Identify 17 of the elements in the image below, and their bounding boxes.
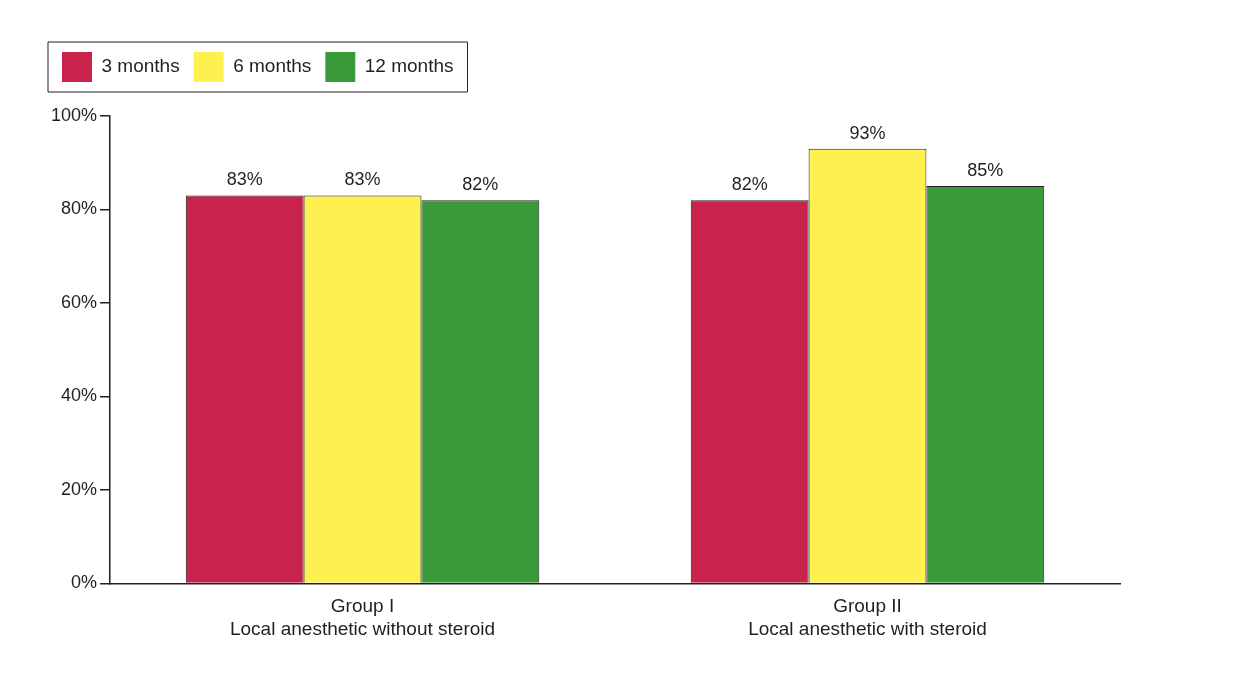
y-tick-label: 40% [61, 385, 98, 406]
legend-label: 12 months [364, 55, 454, 77]
data-label: 82% [731, 174, 768, 195]
y-tick-label: 60% [61, 291, 98, 312]
data-label: 82% [462, 174, 499, 195]
y-tick-label: 100% [50, 104, 98, 125]
data-label: 85% [967, 160, 1004, 181]
y-tick-label: 0% [71, 572, 98, 593]
x-tick-label: Group II Local anesthetic with steroid [748, 595, 987, 639]
y-tick-label: 80% [61, 198, 98, 219]
x-tick-label: Group I Local anesthetic without steroid [229, 595, 496, 639]
data-label: 83% [226, 169, 263, 190]
data-label: 93% [849, 122, 886, 143]
legend-label: 6 months [233, 55, 312, 77]
data-label: 83% [344, 169, 381, 190]
legend-label: 3 months [101, 55, 180, 77]
y-tick-label: 20% [61, 478, 98, 499]
